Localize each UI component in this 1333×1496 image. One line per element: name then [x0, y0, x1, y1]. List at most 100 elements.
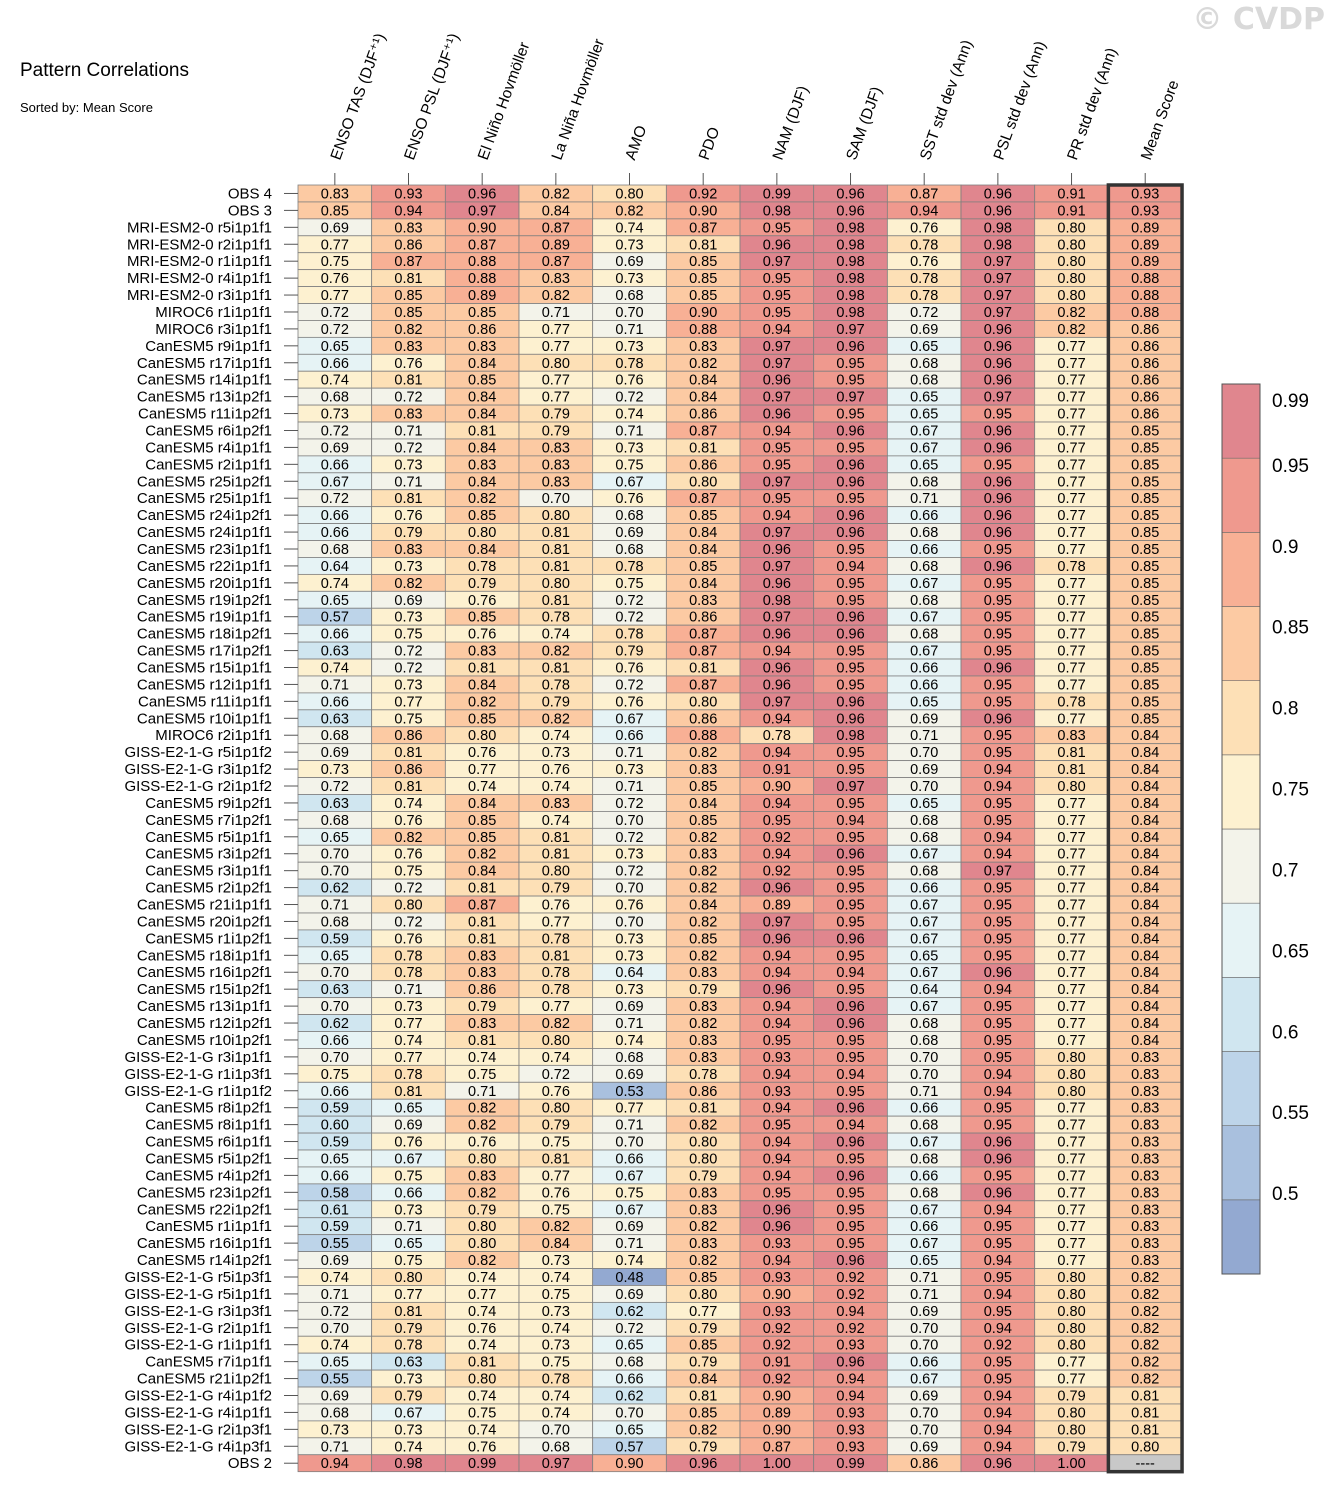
cell-value: 0.59 — [321, 1219, 349, 1235]
cell-value: 0.71 — [910, 1084, 938, 1100]
cell-value: 0.76 — [394, 847, 422, 863]
column-header: AMO — [622, 123, 650, 162]
cell-value: 0.73 — [615, 440, 643, 456]
column-header: NAM (DJF) — [770, 84, 812, 163]
cell-value: 0.85 — [468, 610, 496, 626]
cell-value: 0.77 — [1057, 661, 1085, 677]
cell-value: 0.79 — [689, 1439, 717, 1455]
cell-value: ---- — [1136, 1456, 1155, 1472]
cell-value: 0.94 — [984, 1422, 1012, 1438]
cell-value: 0.78 — [394, 965, 422, 981]
cell-value: 0.77 — [1057, 1253, 1085, 1269]
cell-value: 0.94 — [984, 1287, 1012, 1303]
cell-value: 0.72 — [394, 914, 422, 930]
cell-value: 0.96 — [468, 186, 496, 202]
cell-value: 0.63 — [321, 982, 349, 998]
cell-value: 0.68 — [542, 1439, 570, 1455]
cell-value: 0.83 — [689, 1202, 717, 1218]
cell-value: 0.85 — [1131, 559, 1159, 575]
cell-value: 0.82 — [689, 745, 717, 761]
cell-value: 0.98 — [763, 203, 791, 219]
cell-value: 0.83 — [468, 339, 496, 355]
cell-value: 0.69 — [321, 1253, 349, 1269]
cell-value: 0.83 — [468, 965, 496, 981]
row-label: CanESM5 r18i1p2f1 — [137, 626, 272, 643]
cell-value: 0.98 — [836, 254, 864, 270]
cell-value: 0.86 — [1131, 407, 1159, 423]
cell-value: 0.78 — [394, 948, 422, 964]
cell-value: 0.81 — [394, 271, 422, 287]
cell-value: 0.70 — [542, 491, 570, 507]
cell-value: 0.77 — [1057, 948, 1085, 964]
cell-value: 0.90 — [763, 1287, 791, 1303]
cell-value: 0.83 — [689, 1185, 717, 1201]
cell-value: 0.95 — [763, 288, 791, 304]
colorbar-tick-label: 0.55 — [1272, 1103, 1309, 1124]
cell-value: 0.96 — [836, 1168, 864, 1184]
cell-value: 0.84 — [689, 898, 717, 914]
cell-value: 0.98 — [836, 271, 864, 287]
cell-value: 0.95 — [836, 982, 864, 998]
cell-value: 0.73 — [542, 1253, 570, 1269]
cell-value: 0.83 — [542, 474, 570, 490]
cell-value: 0.81 — [542, 1151, 570, 1167]
cell-value: 0.86 — [1131, 373, 1159, 389]
cell-value: 0.77 — [1057, 525, 1085, 541]
row-label: GISS-E2-1-G r2i1p1f1 — [124, 1320, 272, 1337]
cell-value: 0.75 — [615, 1185, 643, 1201]
cell-value: 0.68 — [910, 559, 938, 575]
cell-value: 0.68 — [910, 356, 938, 372]
cell-value: 0.85 — [1131, 423, 1159, 439]
cell-value: 0.81 — [689, 1101, 717, 1117]
cell-value: 0.78 — [394, 1338, 422, 1354]
cell-value: 0.73 — [394, 610, 422, 626]
cell-value: 0.77 — [1057, 339, 1085, 355]
cell-value: 0.86 — [468, 322, 496, 338]
cell-value: 0.71 — [615, 322, 643, 338]
colorbar-tick-label: 0.85 — [1272, 618, 1309, 639]
cell-value: 0.96 — [984, 356, 1012, 372]
cell-value: 0.74 — [615, 1033, 643, 1049]
cell-value: 0.77 — [689, 1304, 717, 1320]
cell-value: 0.96 — [836, 457, 864, 473]
cell-value: 0.79 — [542, 423, 570, 439]
cell-value: 0.88 — [468, 254, 496, 270]
colorbar-tick-label: 0.6 — [1272, 1022, 1298, 1043]
colorbar-tick-label: 0.95 — [1272, 456, 1309, 477]
cell-value: 0.71 — [615, 1016, 643, 1032]
cell-value: 0.88 — [468, 271, 496, 287]
cell-value: 0.82 — [1131, 1321, 1159, 1337]
cell-value: 0.65 — [321, 593, 349, 609]
row-label: CanESM5 r6i1p2f1 — [145, 422, 272, 439]
cell-value: 0.87 — [689, 677, 717, 693]
cell-value: 0.95 — [763, 813, 791, 829]
cell-value: 0.77 — [1057, 593, 1085, 609]
cell-value: 0.65 — [321, 1151, 349, 1167]
row-label: CanESM5 r1i1p1f1 — [145, 1218, 272, 1235]
cell-value: 0.82 — [689, 881, 717, 897]
cell-value: 0.93 — [763, 1236, 791, 1252]
cell-value: 0.99 — [468, 1456, 496, 1472]
cell-value: 0.94 — [984, 1253, 1012, 1269]
cell-value: 0.85 — [1131, 711, 1159, 727]
cell-value: 0.77 — [1057, 914, 1085, 930]
cell-value: 0.68 — [910, 1033, 938, 1049]
cell-value: 0.67 — [615, 711, 643, 727]
cell-value: 0.74 — [468, 1304, 496, 1320]
cell-value: 0.87 — [394, 254, 422, 270]
cell-value: 0.88 — [689, 728, 717, 744]
cell-value: 0.64 — [321, 559, 349, 575]
cell-value: 0.86 — [1131, 322, 1159, 338]
cell-value: 0.76 — [615, 491, 643, 507]
cell-value: 0.81 — [542, 593, 570, 609]
cell-value: 0.71 — [394, 1219, 422, 1235]
cell-value: 0.66 — [910, 1101, 938, 1117]
cell-value: 0.84 — [468, 542, 496, 558]
cell-value: 0.77 — [1057, 423, 1085, 439]
cell-value: 0.96 — [836, 610, 864, 626]
row-label: CanESM5 r9i1p1f1 — [145, 338, 272, 355]
cell-value: 0.66 — [615, 1151, 643, 1167]
row-label: CanESM5 r5i1p1f1 — [145, 829, 272, 846]
cell-value: 0.87 — [689, 491, 717, 507]
cell-value: 0.68 — [910, 593, 938, 609]
